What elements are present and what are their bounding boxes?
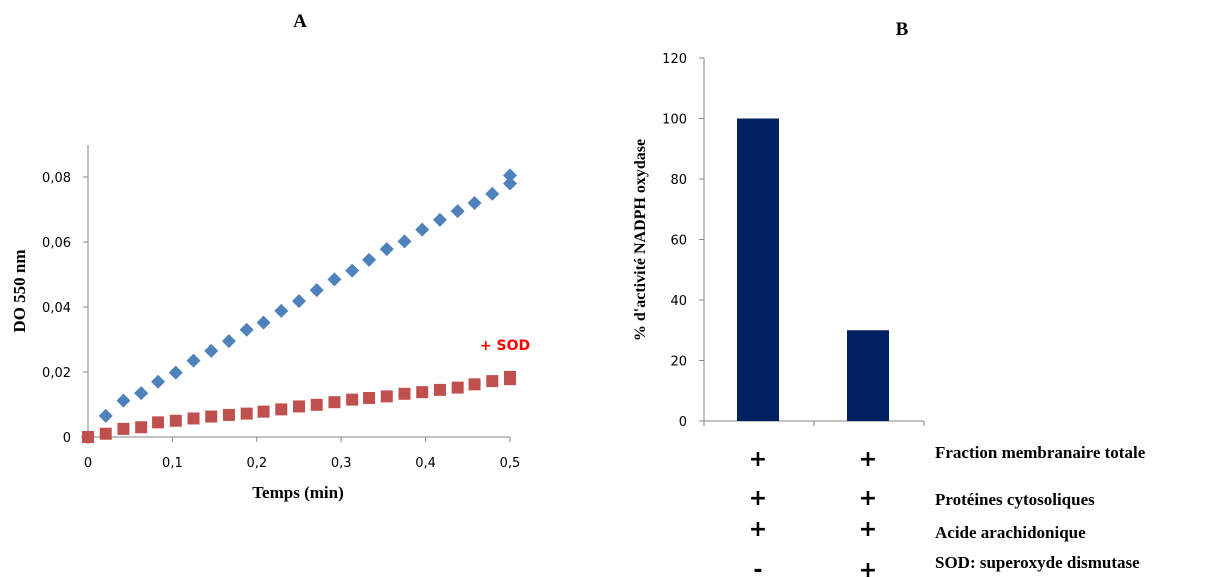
a-point-series1: [503, 168, 517, 183]
a-point-series2: [468, 378, 481, 391]
a-point-series2: [398, 387, 411, 400]
a-point-series1: [134, 386, 149, 401]
a-point-series1: [151, 374, 166, 389]
b-condition-mark: +: [859, 447, 877, 472]
b-y-tick-label: 40: [670, 294, 687, 309]
b-y-axis-label: % d'activité NADPH oxydase: [632, 139, 649, 341]
a-point-series2: [117, 422, 130, 435]
a-point-series2: [205, 410, 218, 423]
b-bar: [847, 330, 889, 421]
b-y-tick-label: 60: [670, 234, 687, 249]
a-x-tick-label: 0,5: [500, 456, 521, 471]
a-point-series2: [310, 398, 323, 411]
a-point-series1: [485, 186, 500, 201]
a-y-tick-label: 0: [63, 431, 71, 446]
a-x-tick-label: 0,1: [162, 456, 183, 471]
panel-b: B 0 20 40 60 80 100 120 % d'activité NADPH oxy…: [632, 19, 1146, 577]
a-point-series1: [168, 365, 183, 380]
a-point-series2: [152, 416, 165, 429]
b-condition-mark: +: [749, 517, 767, 542]
a-point-series1: [345, 263, 360, 278]
panel-b-label: B: [896, 19, 909, 40]
a-point-series1: [221, 334, 236, 349]
a-point-series2: [222, 408, 235, 421]
b-condition-mark: +: [749, 447, 767, 472]
a-point-series2: [275, 403, 288, 416]
a-point-series2: [416, 386, 429, 399]
b-condition-mark: +: [859, 517, 877, 542]
a-point-series1: [432, 212, 447, 227]
a-point-series2: [257, 405, 270, 418]
a-point-series1: [467, 196, 482, 210]
a-point-series1: [204, 343, 219, 358]
a-point-series1: [239, 322, 254, 337]
a-point-series1: [98, 408, 113, 423]
a-point-series1: [362, 252, 377, 267]
a-point-series2: [486, 375, 499, 388]
a-point-series1: [415, 222, 430, 237]
a-point-series1: [256, 315, 271, 330]
panel-a: A 0 0,02 0,04 0,06 0,08 0 0,1 0,2 0,3 0,4 0,5 + S…: [10, 11, 530, 502]
a-point-series2: [504, 370, 516, 383]
a-point-series2: [380, 390, 393, 403]
a-y-tick-label: 0,06: [42, 236, 71, 251]
a-x-tick-label: 0,3: [331, 456, 352, 471]
a-point-series1: [397, 234, 412, 249]
a-point-series2: [293, 400, 305, 413]
b-condition-label: SOD: superoxyde dismutase: [935, 553, 1140, 572]
a-y-tick-label: 0,08: [42, 171, 71, 186]
a-point-series2: [99, 427, 112, 440]
b-condition-mark: -: [753, 558, 762, 577]
a-point-series2: [135, 421, 148, 434]
b-condition-label: Acide arachidonique: [935, 523, 1086, 542]
a-point-series1: [292, 294, 306, 309]
a-point-series2: [451, 381, 464, 394]
b-condition-label: Protéines cytosoliques: [935, 490, 1095, 509]
a-point-series2: [82, 431, 94, 443]
a-point-series1: [186, 353, 201, 368]
a-y-tick-label: 0,04: [42, 301, 71, 316]
a-x-tick-label: 0,2: [246, 456, 267, 471]
b-condition-mark: +: [749, 486, 767, 511]
b-condition-label: Fraction membranaire totale: [935, 443, 1146, 462]
a-y-tick-label: 0,02: [42, 366, 71, 381]
b-condition-mark: +: [859, 486, 877, 511]
b-y-tick-label: 100: [662, 113, 687, 128]
b-y-tick-label: 0: [679, 415, 687, 430]
a-x-tick-label: 0: [84, 456, 92, 471]
a-point-series1: [327, 272, 342, 287]
a-point-series1: [309, 283, 324, 298]
a-x-tick-label: 0,4: [415, 456, 436, 471]
a-point-series1: [379, 242, 394, 257]
a-point-series1: [450, 204, 465, 219]
a-point-series1: [116, 393, 131, 408]
b-y-tick-label: 20: [670, 355, 687, 370]
a-sod-annotation: + SOD: [480, 338, 530, 354]
a-point-series2: [240, 407, 253, 420]
a-point-series2: [187, 412, 200, 425]
a-point-series2: [328, 396, 341, 409]
a-y-axis-label: DO 550 nm: [10, 249, 29, 332]
b-y-tick-label: 120: [662, 52, 687, 67]
b-y-tick-label: 80: [670, 173, 687, 188]
a-point-series1: [503, 176, 517, 191]
a-x-axis-label: Temps (min): [252, 483, 343, 502]
panel-a-label: A: [293, 11, 307, 32]
a-point-series1: [274, 303, 289, 318]
a-point-series2: [169, 414, 182, 427]
b-bar: [737, 118, 779, 421]
a-point-series2: [346, 393, 359, 406]
b-condition-mark: +: [859, 558, 877, 577]
a-point-series2: [363, 392, 376, 404]
a-point-series2: [433, 383, 446, 396]
